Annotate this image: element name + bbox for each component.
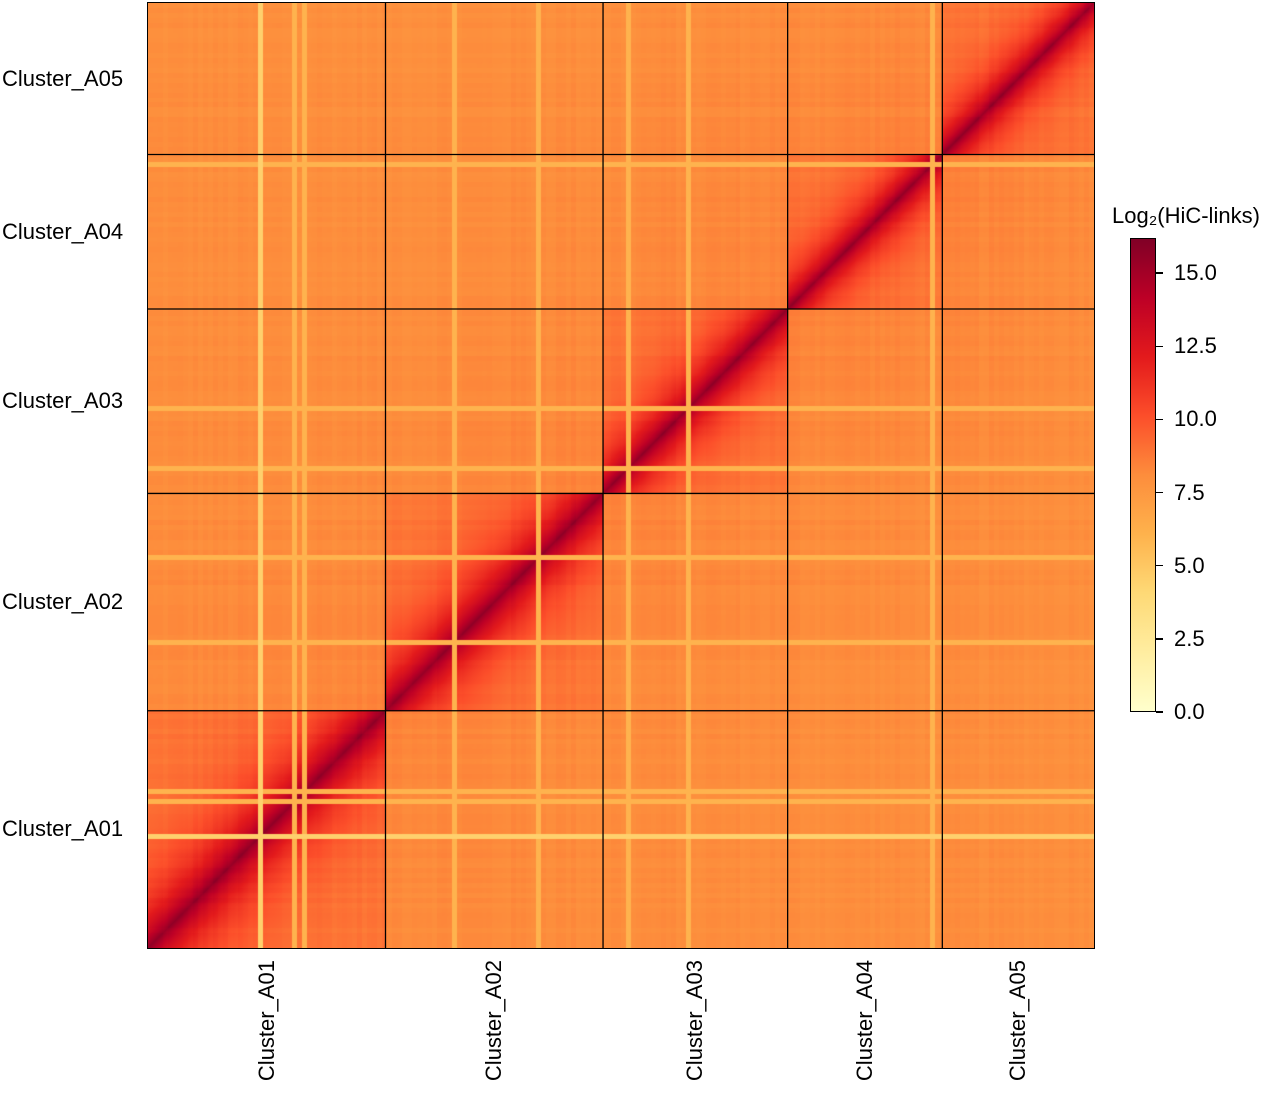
colorbar-tick-label: 0.0 [1174,699,1205,724]
y-tick-label: Cluster_A05 [2,65,124,91]
colorbar-tick-label: 10.0 [1174,406,1217,432]
x-tick-label: Cluster_A03 [682,960,708,1082]
y-tick-label: Cluster_A04 [2,218,124,244]
x-tick-label: Cluster_A01 [253,960,279,1082]
colorbar-tick-label: 5.0 [1174,552,1205,578]
y-tick-label: Cluster_A02 [2,589,124,615]
colorbar-tick-label: 7.5 [1174,479,1205,505]
colorbar-tick-mark [1156,564,1163,567]
colorbar-tick-label: 2.5 [1174,625,1205,651]
colorbar-tick-mark [1156,491,1163,494]
x-tick-label: Cluster_A04 [851,960,877,1082]
y-tick-label: Cluster_A03 [2,388,124,414]
colorbar [1130,238,1156,712]
y-tick-label: Cluster_A01 [2,816,124,842]
colorbar-tick-mark [1156,345,1163,347]
colorbar-tick-mark [1156,711,1163,713]
x-tick-label: Cluster_A02 [481,960,507,1082]
colorbar-tick-label: 15.0 [1174,260,1217,286]
x-tick-label: Cluster_A05 [1005,960,1031,1082]
hic-heatmap [147,2,1095,949]
colorbar-tick-mark [1156,638,1163,640]
colorbar-title: Log₂(HiC-links) [1112,203,1260,228]
colorbar-tick-label: 12.5 [1174,333,1217,359]
colorbar-tick-mark [1156,272,1163,274]
colorbar-tick-mark [1156,418,1163,421]
heatmap-cells [148,3,1094,948]
